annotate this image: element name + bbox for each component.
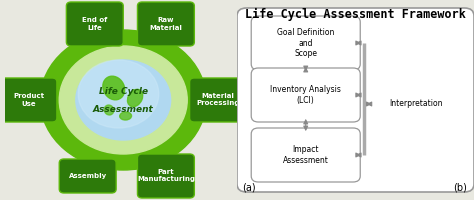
Text: End of
Life: End of Life	[82, 18, 108, 30]
Text: Assessment: Assessment	[93, 106, 154, 114]
Circle shape	[76, 60, 171, 140]
Circle shape	[59, 46, 187, 154]
Text: Life Cycle Assessment Framework: Life Cycle Assessment Framework	[245, 8, 466, 21]
Text: Life Cycle: Life Cycle	[99, 88, 148, 97]
Text: Impact
Assessment: Impact Assessment	[283, 145, 328, 165]
Text: Goal Definition
and
Scope: Goal Definition and Scope	[277, 28, 335, 58]
Text: Raw
Material: Raw Material	[149, 18, 182, 30]
Circle shape	[40, 30, 206, 170]
FancyBboxPatch shape	[190, 78, 246, 122]
Text: (b): (b)	[453, 182, 467, 192]
Text: Product
Use: Product Use	[13, 94, 44, 106]
FancyBboxPatch shape	[137, 154, 194, 198]
Text: Part
Manufacturing: Part Manufacturing	[137, 170, 195, 182]
FancyBboxPatch shape	[251, 68, 360, 122]
FancyBboxPatch shape	[59, 159, 116, 193]
Ellipse shape	[128, 89, 143, 107]
Circle shape	[78, 60, 159, 128]
Text: (a): (a)	[242, 182, 255, 192]
FancyBboxPatch shape	[237, 8, 474, 192]
FancyBboxPatch shape	[0, 78, 57, 122]
Text: Interpretation: Interpretation	[389, 99, 443, 108]
FancyBboxPatch shape	[137, 2, 194, 46]
Text: Inventory Analysis
(LCI): Inventory Analysis (LCI)	[270, 85, 341, 105]
FancyBboxPatch shape	[251, 128, 360, 182]
Ellipse shape	[103, 76, 125, 100]
Ellipse shape	[104, 105, 114, 115]
Ellipse shape	[120, 112, 131, 120]
Text: Assembly: Assembly	[69, 173, 107, 179]
FancyBboxPatch shape	[66, 2, 123, 46]
Text: Material
Processing: Material Processing	[196, 94, 240, 106]
FancyBboxPatch shape	[251, 16, 360, 70]
